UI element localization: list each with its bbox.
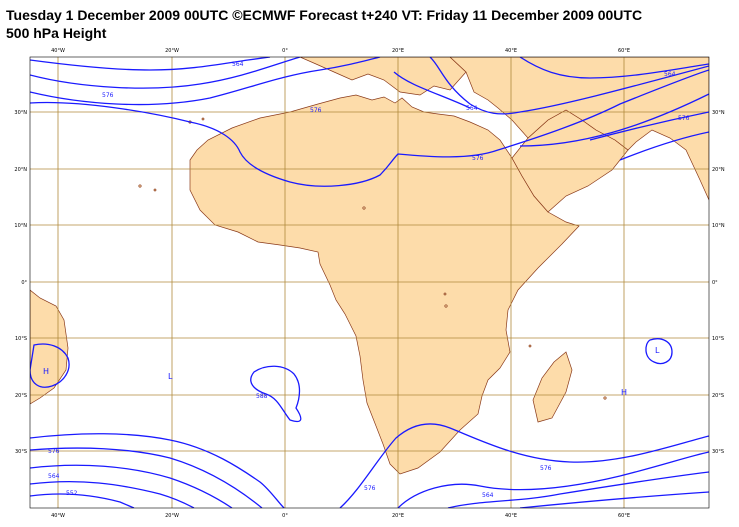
contour-north-4 (519, 57, 709, 79)
contour-north-8 (393, 71, 471, 109)
lat-label: 20°N (712, 167, 725, 173)
contour-north-564 (30, 57, 271, 71)
lon-label: 40°W (51, 48, 65, 54)
contour-south-5 (30, 493, 135, 508)
contour-north-7 (519, 93, 709, 147)
contour-south-576 (30, 447, 263, 508)
lon-label: 0° (282, 48, 288, 54)
low-marker: L (655, 346, 660, 355)
contour-label: 564 (482, 492, 494, 499)
lon-label: 60°E (618, 48, 630, 54)
lon-label: 0° (282, 513, 288, 519)
south-america-landmass (30, 289, 69, 405)
graticule (30, 57, 709, 508)
lat-label: 30°S (15, 449, 27, 455)
contour-closed-h-west (30, 343, 70, 388)
lat-label: 10°N (712, 223, 725, 229)
lon-label: 40°W (51, 513, 65, 519)
contour-south-576-center (339, 423, 709, 508)
lon-label: 20°E (392, 513, 404, 519)
contour-labels: 564 576 576 576 564 576 564 576 564 552 … (48, 61, 690, 499)
high-marker: H (43, 367, 49, 376)
lat-labels-left: 30°N 20°N 10°N 0° 10°S 20°S 30°S (14, 110, 27, 455)
lat-label: 0° (712, 280, 718, 286)
lat-label: 20°S (15, 393, 27, 399)
lat-label: 10°S (15, 336, 27, 342)
contour-north-1 (30, 57, 301, 89)
lon-label: 40°E (505, 513, 517, 519)
contour-label: 576 (540, 465, 552, 472)
contour-label: 576 (472, 155, 484, 162)
contour-north-576 (30, 69, 709, 187)
height-contours (30, 57, 709, 508)
low-marker: L (168, 372, 173, 381)
contour-south-1 (30, 433, 285, 508)
lon-label: 60°E (618, 513, 630, 519)
contour-label: 576 (678, 115, 690, 122)
lat-label: 10°N (14, 223, 27, 229)
map-frame (29, 56, 710, 509)
contour-label: 576 (48, 448, 60, 455)
contour-north-2 (30, 57, 381, 106)
contour-label: 552 (66, 490, 78, 497)
lat-labels-right: 30°N 20°N 10°N 0° 10°S 20°S 30°S (712, 110, 725, 455)
contour-label: 564 (466, 105, 478, 112)
lon-labels-top: 40°W 20°W 0° 20°E 40°E 60°E (51, 48, 630, 54)
contour-label: 576 (364, 485, 376, 492)
contour-label: 564 (232, 61, 244, 68)
contour-south-564-east (397, 451, 709, 508)
lat-label: 20°N (14, 167, 27, 173)
pressure-systems: H L H L (43, 346, 660, 397)
lat-label: 0° (21, 280, 27, 286)
lat-label: 30°N (14, 110, 27, 116)
lon-label: 20°W (165, 513, 179, 519)
contour-south-8 (447, 471, 709, 508)
lat-label: 30°N (712, 110, 725, 116)
lat-label: 20°S (712, 393, 724, 399)
land-masses (30, 57, 709, 475)
asia-landmass (449, 57, 709, 201)
lon-label: 20°W (165, 48, 179, 54)
map-title: Tuesday 1 December 2009 00UTC ©ECMWF For… (6, 7, 643, 23)
contour-south-9 (519, 491, 709, 508)
madagascar-landmass (532, 351, 573, 423)
lon-label: 20°E (392, 48, 404, 54)
africa-landmass (189, 94, 580, 475)
contour-label: 576 (102, 92, 114, 99)
lat-label: 30°S (712, 449, 724, 455)
map-subtitle: 500 hPa Height (6, 25, 107, 41)
contour-label: 588 (256, 393, 268, 400)
contour-north-564-east (429, 57, 709, 115)
contour-label: 576 (310, 107, 322, 114)
lon-label: 40°E (505, 48, 517, 54)
high-marker: H (621, 388, 627, 397)
contour-south-564 (30, 464, 233, 508)
contour-north-6 (619, 131, 709, 161)
contour-north-576-east (589, 111, 709, 141)
contour-closed-588 (250, 365, 302, 423)
lon-labels-bottom: 40°W 20°W 0° 20°E 40°E 60°E (51, 513, 630, 519)
contour-label: 564 (48, 473, 60, 480)
contour-label: 564 (664, 71, 676, 78)
contour-closed-l-east (645, 338, 673, 365)
contour-south-552 (30, 480, 195, 508)
lat-label: 10°S (712, 336, 724, 342)
